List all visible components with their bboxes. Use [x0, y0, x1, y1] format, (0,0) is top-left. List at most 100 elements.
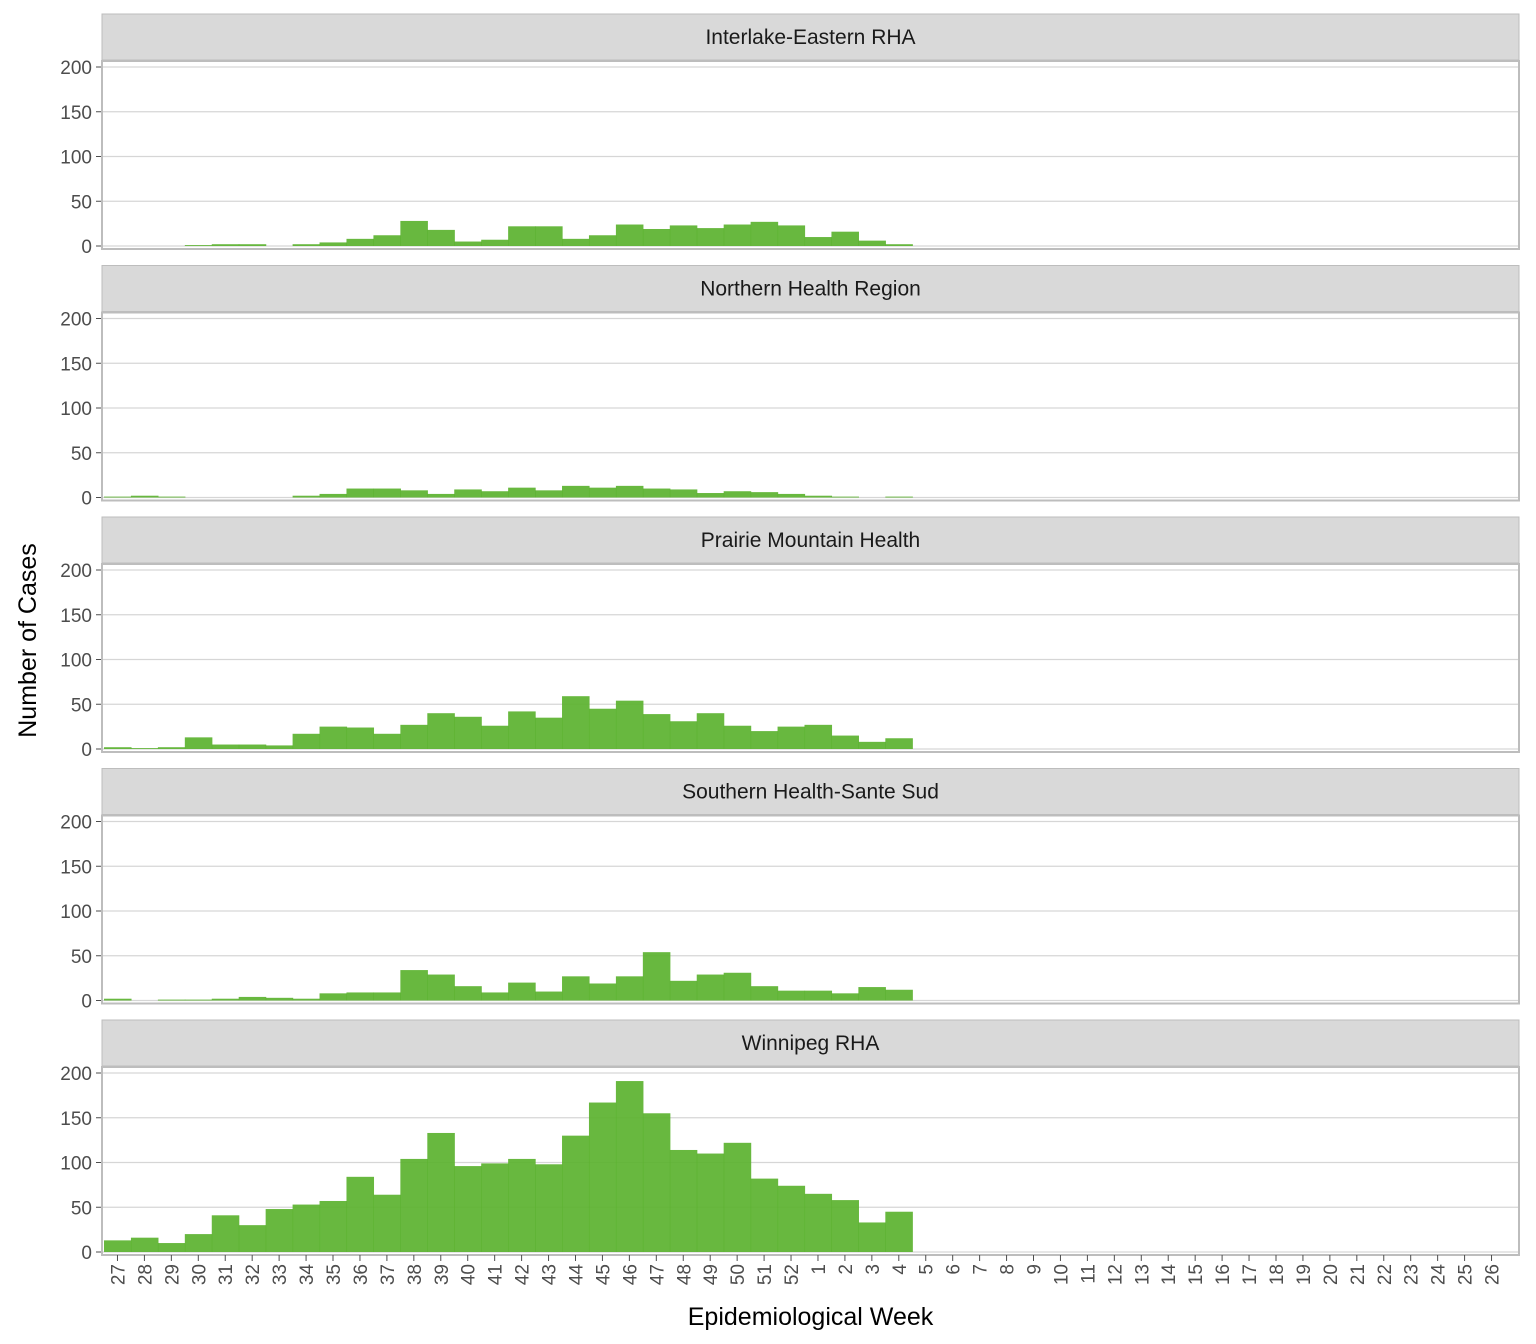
bar	[454, 986, 482, 1001]
bar	[562, 1135, 590, 1252]
x-tick-label: 50	[728, 1264, 749, 1285]
bar	[535, 1164, 563, 1252]
y-tick-label: 0	[81, 992, 92, 1013]
bar	[723, 972, 752, 1001]
bar	[508, 1158, 536, 1252]
bar	[346, 727, 375, 749]
x-tick-label: 7	[971, 1264, 992, 1275]
bar	[615, 1081, 644, 1252]
x-tick-label: 2	[836, 1264, 857, 1275]
bar	[615, 224, 644, 246]
bar	[454, 489, 482, 498]
bar	[831, 231, 859, 246]
bar	[157, 1243, 186, 1252]
bar	[831, 735, 859, 749]
x-tick-label: 4	[890, 1264, 911, 1275]
bar	[104, 496, 132, 498]
y-tick-label: 200	[60, 813, 92, 834]
bar	[454, 716, 482, 749]
bar	[292, 998, 321, 1001]
facet-strip	[101, 265, 1520, 312]
y-tick-label: 50	[71, 1198, 92, 1219]
bar	[211, 244, 240, 246]
x-tick-label: 41	[486, 1264, 507, 1285]
x-tick-label: 32	[243, 1264, 264, 1285]
bar	[346, 488, 375, 498]
x-tick-label: 47	[647, 1264, 668, 1285]
y-tick-label: 100	[60, 1154, 92, 1175]
facet-title: Northern Health Region	[700, 278, 921, 301]
x-tick-label: 3	[863, 1264, 884, 1275]
x-tick-label: 40	[459, 1264, 480, 1285]
bar	[777, 726, 806, 749]
bar	[373, 733, 401, 749]
bar	[400, 1158, 428, 1252]
bar	[211, 744, 240, 749]
bar	[562, 238, 590, 246]
panel-background	[102, 61, 1519, 249]
x-tick-label: 24	[1429, 1264, 1450, 1286]
y-tick-label: 50	[71, 444, 92, 465]
bar	[804, 495, 833, 498]
facet-title: Winnipeg RHA	[742, 1032, 880, 1055]
bar	[427, 1132, 455, 1252]
bar	[615, 485, 644, 498]
bar	[104, 1240, 132, 1252]
y-tick-label: 50	[71, 947, 92, 968]
x-tick-label: 28	[135, 1264, 156, 1285]
bar	[184, 1234, 213, 1252]
bar	[130, 748, 159, 749]
bar	[319, 493, 348, 498]
x-tick-label: 21	[1348, 1264, 1369, 1285]
bar	[373, 1194, 401, 1252]
bar	[211, 998, 240, 1001]
bar	[858, 240, 886, 246]
bar	[858, 987, 886, 1001]
x-tick-label: 14	[1159, 1264, 1180, 1286]
bar	[319, 993, 348, 1001]
bar	[885, 244, 913, 246]
bar	[373, 235, 401, 246]
y-tick-label: 50	[71, 192, 92, 213]
bar	[804, 990, 833, 1001]
bar	[157, 496, 186, 498]
bar	[508, 226, 536, 246]
x-tick-label: 36	[351, 1264, 372, 1285]
bar	[562, 485, 590, 498]
bar	[238, 244, 267, 246]
bar	[346, 238, 375, 246]
x-tick-label: 39	[432, 1264, 453, 1285]
bar	[238, 996, 267, 1001]
x-tick-label: 27	[108, 1264, 129, 1285]
bar	[777, 1185, 806, 1252]
bar	[292, 495, 321, 498]
bar	[696, 493, 725, 498]
bar	[831, 496, 859, 498]
x-tick-label: 22	[1375, 1264, 1396, 1285]
bar	[157, 747, 186, 749]
y-tick-label: 0	[81, 740, 92, 761]
x-tick-label: 15	[1186, 1264, 1207, 1285]
bar	[373, 488, 401, 498]
bar	[669, 225, 698, 246]
bar	[265, 1209, 294, 1252]
y-tick-label: 200	[60, 58, 92, 79]
x-tick-label: 9	[1025, 1264, 1046, 1275]
x-tick-label: 34	[297, 1264, 318, 1286]
y-tick-label: 150	[60, 354, 92, 375]
y-axis-title: Number of Cases	[14, 543, 42, 738]
bar	[373, 992, 401, 1001]
x-tick-label: 37	[378, 1264, 399, 1285]
bar	[642, 488, 671, 498]
bar	[427, 493, 455, 498]
x-tick-label: 10	[1051, 1264, 1072, 1285]
bar	[588, 1102, 617, 1252]
y-tick-label: 0	[81, 489, 92, 510]
bar	[427, 713, 455, 749]
x-tick-label: 23	[1402, 1264, 1423, 1285]
panel-border	[101, 814, 1520, 1005]
bar	[885, 989, 913, 1001]
y-tick-label: 100	[60, 148, 92, 169]
bar	[454, 241, 482, 246]
x-tick-label: 45	[593, 1264, 614, 1285]
